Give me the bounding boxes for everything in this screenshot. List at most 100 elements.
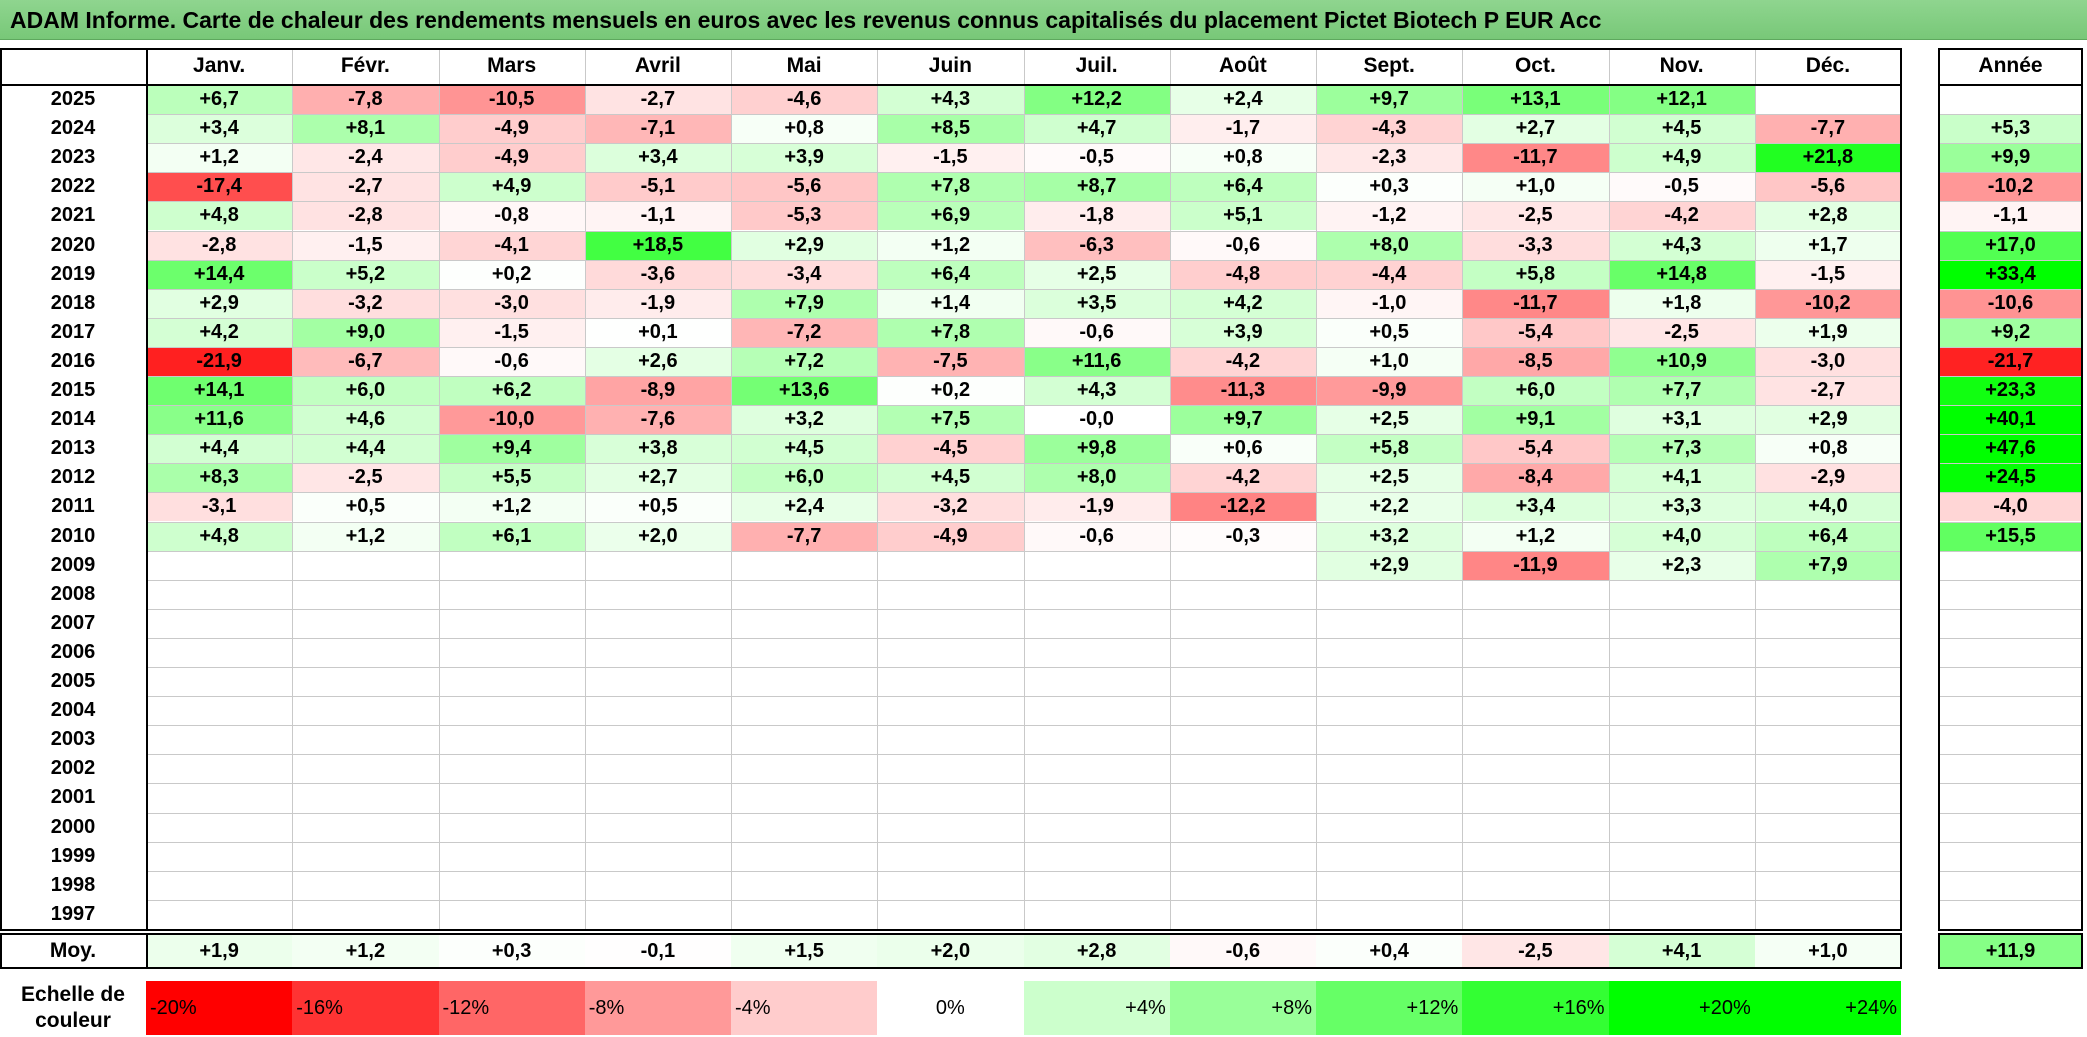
heatmap-cell — [877, 667, 1024, 697]
heatmap-cell — [1608, 667, 1755, 697]
heatmap-cell — [146, 899, 293, 929]
row-gridline — [1938, 725, 2083, 727]
heatmap-cell: +7,8 — [877, 317, 1024, 347]
heatmap-cell: +0,5 — [584, 492, 731, 522]
heatmap-cell: +4,9 — [438, 172, 585, 202]
annual-cell: +15,5 — [1938, 521, 2083, 551]
heatmap-cell: -0,6 — [1023, 317, 1170, 347]
row-gridline — [1938, 870, 2083, 872]
heatmap-cell — [1316, 841, 1463, 871]
heatmap-cell: -7,8 — [292, 85, 439, 115]
heatmap-cell — [1608, 696, 1755, 726]
heatmap-cell: -7,7 — [731, 521, 878, 551]
heatmap-cell: -11,7 — [1462, 288, 1609, 318]
heatmap-cell — [877, 783, 1024, 813]
heatmap-cell: +2,5 — [1316, 405, 1463, 435]
heatmap-cell — [146, 550, 293, 580]
heatmap-cell: -5,4 — [1462, 434, 1609, 464]
heatmap-cell: +11,6 — [146, 405, 293, 435]
heatmap-cell: -3,4 — [731, 259, 878, 289]
year-label: 2020 — [50, 233, 96, 256]
year-label: 1998 — [50, 873, 96, 896]
annual-cell: +47,6 — [1938, 434, 2083, 464]
heatmap-cell: +3,8 — [584, 434, 731, 464]
column-gridline — [584, 48, 586, 929]
heatmap-cell: +1,2 — [877, 230, 1024, 260]
row-gridline — [1938, 434, 2083, 436]
annual-cell: +33,4 — [1938, 259, 2083, 289]
heatmap-cell: +5,1 — [1169, 201, 1316, 231]
color-scale-step: -4% — [731, 981, 878, 1035]
heatmap-cell — [1023, 579, 1170, 609]
heatmap-cell: +0,2 — [438, 259, 585, 289]
row-gridline — [1938, 259, 2083, 261]
year-label: 2015 — [50, 379, 96, 402]
heatmap-cell: -2,9 — [1754, 463, 1901, 493]
average-cell: +0,3 — [438, 935, 585, 967]
row-gridline — [1938, 114, 2083, 116]
heatmap-cell — [292, 870, 439, 900]
row-gridline — [1938, 667, 2083, 668]
heatmap-cell: -2,5 — [1462, 201, 1609, 231]
year-column-separator — [146, 933, 148, 969]
header-separator — [1938, 84, 2083, 86]
row-gridline — [1938, 230, 2083, 232]
heatmap-cell — [584, 841, 731, 871]
heatmap-cell: +3,9 — [731, 143, 878, 173]
heatmap-cell — [1023, 841, 1170, 871]
average-annual-cell: +11,9 — [1938, 935, 2083, 967]
heatmap-cell: +6,9 — [877, 201, 1024, 231]
annual-cell: +23,3 — [1938, 376, 2083, 406]
heatmap-cell: -0,8 — [438, 201, 585, 231]
heatmap-cell — [1608, 812, 1755, 842]
heatmap-cell — [1754, 85, 1901, 115]
year-label: 2011 — [51, 495, 95, 518]
heatmap-cell — [1608, 783, 1755, 813]
heatmap-cell: +3,5 — [1023, 288, 1170, 318]
year-label: 2008 — [50, 582, 96, 605]
color-scale-step: 0% — [877, 981, 1024, 1035]
heatmap-cell: -11,3 — [1169, 376, 1316, 406]
heatmap-cell: +0,1 — [584, 317, 731, 347]
column-gridline — [877, 48, 879, 929]
heatmap-cell — [731, 783, 878, 813]
heatmap-cell — [1316, 667, 1463, 697]
heatmap-cell: -4,3 — [1316, 114, 1463, 144]
annual-cell — [1938, 899, 2083, 929]
heatmap-cell: +6,4 — [877, 259, 1024, 289]
heatmap-cell: +1,0 — [1316, 346, 1463, 376]
heatmap-cell: +4,9 — [1608, 143, 1755, 173]
heatmap-cell — [877, 754, 1024, 784]
heatmap-cell: +10,9 — [1608, 346, 1755, 376]
heatmap-cell: +4,3 — [1023, 376, 1170, 406]
heatmap-cell: -0,0 — [1023, 405, 1170, 435]
heatmap-cell — [877, 579, 1024, 609]
heatmap-cell — [1169, 696, 1316, 726]
year-label: 2000 — [50, 815, 96, 838]
row-gridline — [1938, 550, 2083, 552]
heatmap-cell: -4,4 — [1316, 259, 1463, 289]
heatmap-cell: +7,2 — [731, 346, 878, 376]
heatmap-cell: -3,3 — [1462, 230, 1609, 260]
heatmap-cell — [1169, 783, 1316, 813]
heatmap-cell: +2,9 — [1316, 550, 1463, 580]
heatmap-cell: -5,1 — [584, 172, 731, 202]
heatmap-cell — [438, 725, 585, 755]
annual-cell — [1938, 579, 2083, 609]
heatmap-cell: +4,8 — [146, 521, 293, 551]
heatmap-cell — [292, 899, 439, 929]
heatmap-cell — [1608, 637, 1755, 667]
annual-cell — [1938, 85, 2083, 115]
heatmap-cell — [731, 870, 878, 900]
heatmap-cell — [1608, 608, 1755, 638]
row-gridline — [1938, 521, 2083, 523]
heatmap-cell: -21,9 — [146, 346, 293, 376]
heatmap-cell — [1169, 608, 1316, 638]
heatmap-cell: -1,1 — [584, 201, 731, 231]
heatmap-cell — [146, 579, 293, 609]
average-cell: +0,4 — [1316, 935, 1463, 967]
heatmap-cell — [731, 899, 878, 929]
year-label: 2016 — [50, 349, 96, 372]
heatmap-cell: +6,4 — [1169, 172, 1316, 202]
color-scale-step: +4% — [1023, 981, 1170, 1035]
